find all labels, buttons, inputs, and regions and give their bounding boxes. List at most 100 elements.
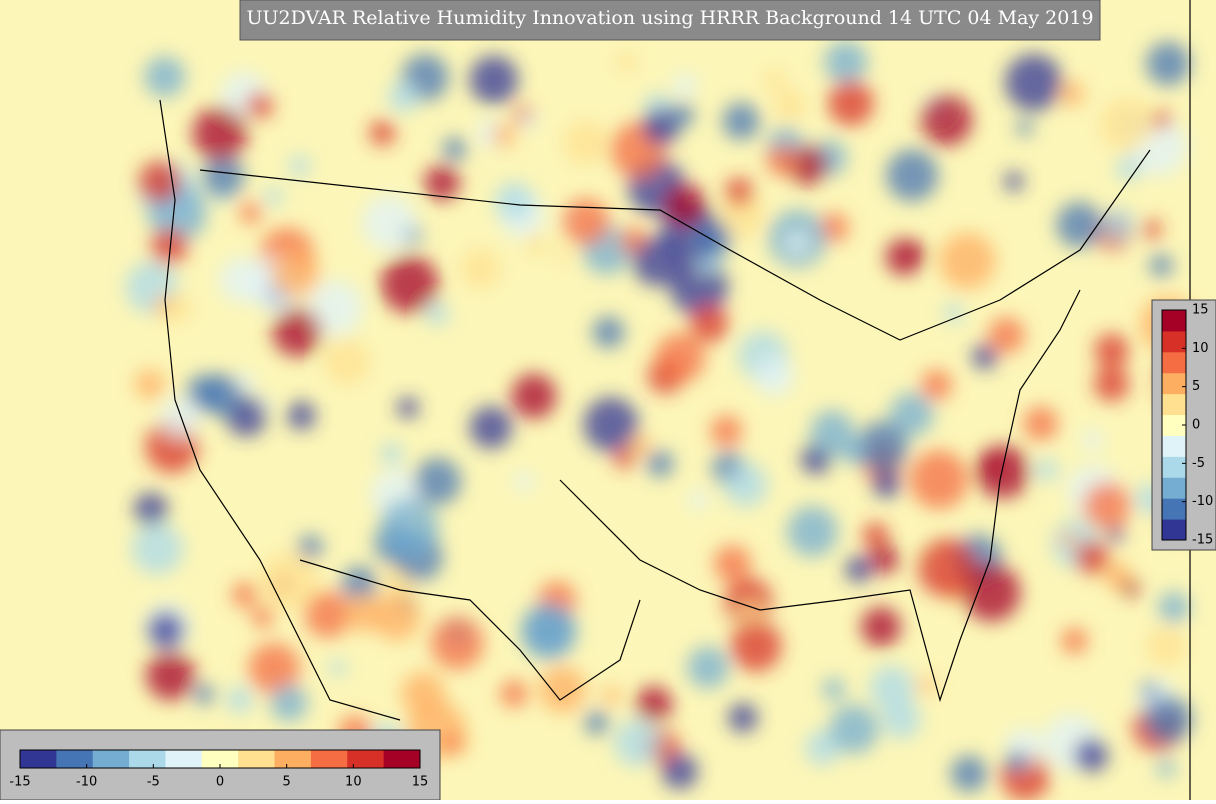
field-blob — [491, 123, 516, 148]
colorbar-segment — [1162, 330, 1186, 353]
field-blob — [260, 552, 319, 611]
field-blob — [1156, 758, 1176, 778]
tick-label: 15 — [1192, 303, 1209, 318]
field-blob — [525, 233, 549, 256]
field-blob — [1093, 366, 1130, 402]
west-coast — [159, 99, 401, 721]
field-blob — [264, 187, 283, 207]
field-blob — [1094, 333, 1130, 368]
colorbar-segment — [165, 750, 203, 768]
field-blob — [514, 471, 535, 492]
field-blob — [443, 734, 464, 755]
field-blob — [144, 56, 186, 98]
field-blob — [730, 620, 782, 672]
colorbar-segment — [1162, 519, 1186, 541]
field-blob — [1023, 406, 1058, 441]
field-blob — [722, 102, 760, 140]
field-blob — [881, 700, 921, 739]
field-blob — [251, 605, 274, 628]
field-blob — [1083, 482, 1131, 530]
field-blob — [469, 406, 513, 449]
field-blob — [401, 671, 445, 716]
field-blob — [150, 228, 188, 266]
border-south — [299, 559, 641, 701]
field-blob — [872, 469, 901, 498]
field-blob — [975, 445, 1030, 499]
field-blob — [134, 492, 168, 527]
field-blob — [1005, 53, 1063, 112]
tick-label: -5 — [147, 775, 160, 790]
field-blob — [145, 651, 196, 701]
colorbar-segment — [1162, 456, 1186, 478]
field-blob — [1005, 750, 1028, 773]
field-blob — [246, 92, 274, 119]
field-blob — [613, 719, 661, 767]
colorbar-segment — [383, 750, 421, 768]
field-blob — [981, 453, 1003, 474]
field-blob — [380, 442, 404, 466]
tick-label: 5 — [283, 775, 291, 790]
field-blob — [323, 339, 370, 385]
field-blob — [584, 710, 609, 735]
field-blob — [1149, 254, 1173, 278]
field-blob — [289, 155, 311, 177]
field-blob — [672, 73, 698, 98]
field-blob — [231, 581, 258, 608]
field-blob — [763, 69, 786, 92]
field-blob — [886, 149, 939, 202]
field-blob — [724, 177, 754, 207]
field-blob — [583, 397, 639, 452]
field-blob — [424, 164, 460, 201]
colorbar-segment — [347, 750, 385, 768]
field-blob — [272, 250, 320, 298]
colorbar-segment — [1162, 498, 1186, 520]
field-blob — [635, 686, 673, 723]
field-blob — [827, 80, 874, 127]
field-blob — [1056, 202, 1103, 248]
colorbar-segment — [1162, 372, 1186, 395]
field-blob — [304, 591, 352, 638]
field-blob — [442, 137, 467, 161]
field-blob — [690, 304, 729, 343]
tick-label: 15 — [412, 775, 429, 790]
field-blob — [754, 356, 795, 397]
field-blob — [361, 195, 417, 251]
field-blob — [950, 755, 988, 793]
field-blob — [869, 544, 899, 574]
field-blob — [372, 592, 421, 641]
field-blob — [710, 415, 743, 447]
colorbar-segment — [20, 750, 57, 768]
field-blob — [614, 448, 635, 469]
field-blob — [538, 666, 586, 714]
field-blob — [921, 369, 952, 401]
field-blob — [642, 108, 680, 146]
field-blob — [460, 248, 501, 289]
field-blob — [1075, 540, 1110, 575]
field-blob — [862, 522, 889, 549]
field-blob — [1116, 156, 1142, 182]
tick-label: -10 — [76, 775, 97, 790]
field-blob — [226, 686, 254, 714]
field-blob — [379, 498, 439, 558]
field-blob — [153, 296, 171, 314]
border-north — [199, 149, 1151, 341]
field-blob — [520, 112, 538, 130]
colorbar-segment — [56, 750, 94, 768]
field-blob — [824, 40, 868, 84]
field-blob — [829, 704, 879, 754]
field-blob — [329, 659, 347, 677]
colorbar-segment — [1162, 310, 1186, 332]
boundaries — [159, 0, 1191, 800]
field-blob — [1016, 119, 1033, 136]
field-blob — [1142, 219, 1162, 239]
colorbar-segment — [201, 750, 239, 768]
field-blob — [287, 401, 316, 430]
field-blob — [307, 280, 364, 336]
colorbar-segment — [1162, 435, 1186, 457]
field-blob — [520, 603, 577, 660]
field-blob — [819, 212, 849, 243]
field-blob — [719, 192, 765, 238]
field-blob — [1121, 579, 1140, 598]
field-blob — [147, 611, 185, 649]
